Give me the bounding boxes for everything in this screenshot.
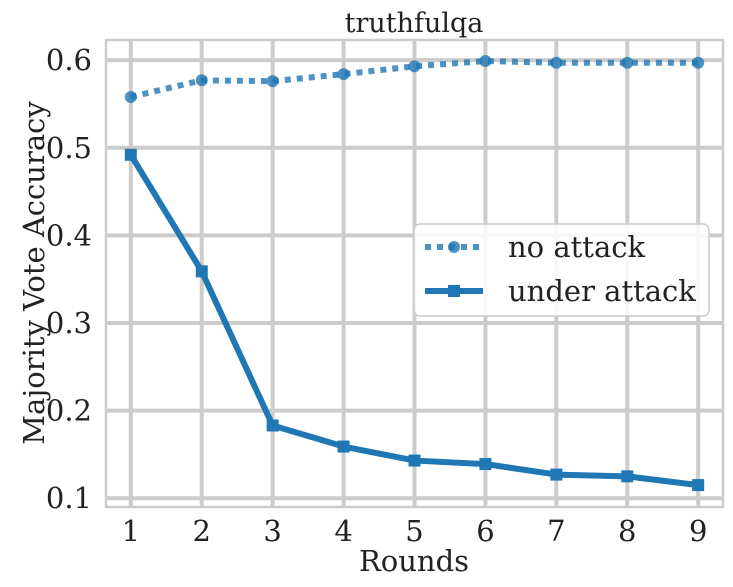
y-tick-label: 0.5 (46, 131, 92, 165)
x-tick-label: 2 (193, 514, 211, 548)
x-tick-label: 5 (405, 514, 423, 548)
x-tick-label: 7 (547, 514, 565, 548)
plot-frame (104, 38, 725, 509)
data-point-under-attack (621, 470, 634, 483)
series-line-no-attack (130, 58, 699, 100)
data-point-under-attack (550, 468, 563, 481)
data-point-no-attack (408, 60, 421, 73)
data-point-under-attack (408, 454, 421, 467)
tick-labels: 1 2 3 4 5 6 7 8 9 0.1 0.2 0.3 0.4 0.5 0.6 (46, 43, 708, 548)
x-tick-label: 3 (263, 514, 281, 548)
data-point-under-attack (479, 458, 492, 471)
y-tick-label: 0.3 (46, 306, 92, 340)
data-point-no-attack (621, 56, 634, 69)
x-tick-label: 4 (334, 514, 352, 548)
data-point-no-attack (337, 68, 350, 81)
legend-label-under-attack: under attack (508, 274, 696, 308)
data-point-no-attack (692, 56, 705, 69)
y-tick-label: 0.2 (46, 394, 92, 428)
y-tick-label: 0.1 (46, 481, 92, 515)
data-point-no-attack (266, 75, 279, 88)
legend-marker-no-attack (448, 241, 460, 253)
series-under-attack (124, 148, 705, 492)
data-point-no-attack (195, 74, 208, 87)
legend-marker-under-attack (448, 285, 460, 297)
legend-box (413, 223, 710, 317)
y-axis-label: Majority Vote Accuracy (17, 101, 51, 445)
x-tick-label: 6 (476, 514, 494, 548)
data-point-under-attack (692, 479, 705, 492)
y-tick-label: 0.4 (46, 218, 92, 252)
data-point-under-attack (337, 440, 350, 453)
series-layer (124, 55, 705, 492)
y-tick-label: 0.6 (46, 43, 92, 77)
legend-label-no-attack: no attack (508, 230, 645, 264)
x-tick-label: 1 (122, 514, 140, 548)
data-point-no-attack (479, 55, 492, 68)
data-point-under-attack (124, 148, 137, 161)
data-point-no-attack (124, 90, 137, 103)
legend: no attack under attack (413, 223, 710, 317)
x-tick-label: 9 (689, 514, 707, 548)
series-no-attack (124, 55, 705, 103)
x-tick-label: 8 (618, 514, 636, 548)
x-axis-label: Rounds (359, 544, 469, 578)
data-point-under-attack (195, 265, 208, 278)
data-point-under-attack (266, 419, 279, 432)
data-point-no-attack (550, 56, 563, 69)
grid (106, 40, 723, 507)
chart-title: truthfulqa (345, 8, 484, 39)
